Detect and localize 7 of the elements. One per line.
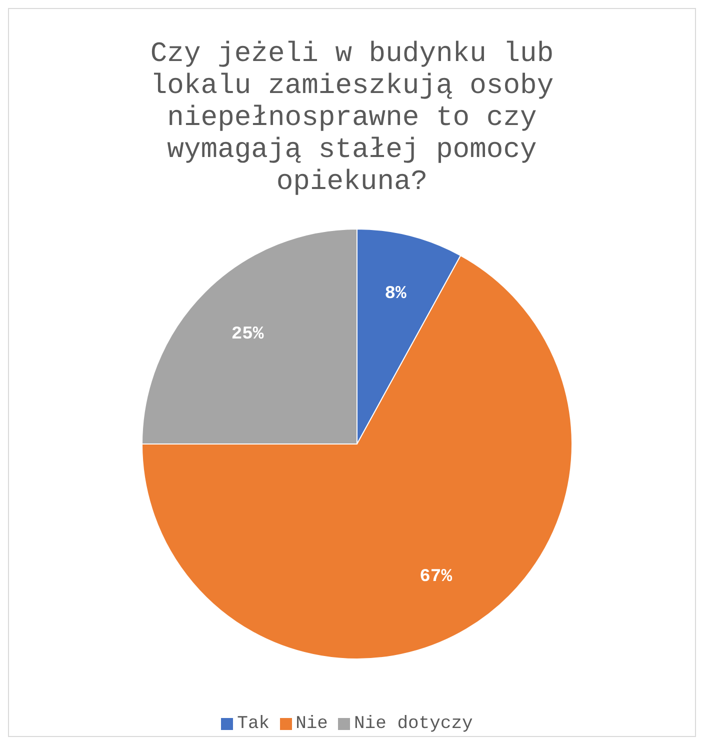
legend-label: Nie (296, 714, 328, 734)
legend-label: Tak (237, 714, 270, 734)
legend-label: Nie dotyczy (354, 714, 473, 734)
data-label: 25% (231, 324, 264, 345)
data-label: 8% (384, 284, 406, 304)
chart-title: Czy jeżeli w budynku lub lokalu zamieszkują osoby niepełnosprawne to czy wymagają stałej pomocy opiekuna? (149, 39, 555, 199)
data-label: 67% (420, 567, 452, 588)
